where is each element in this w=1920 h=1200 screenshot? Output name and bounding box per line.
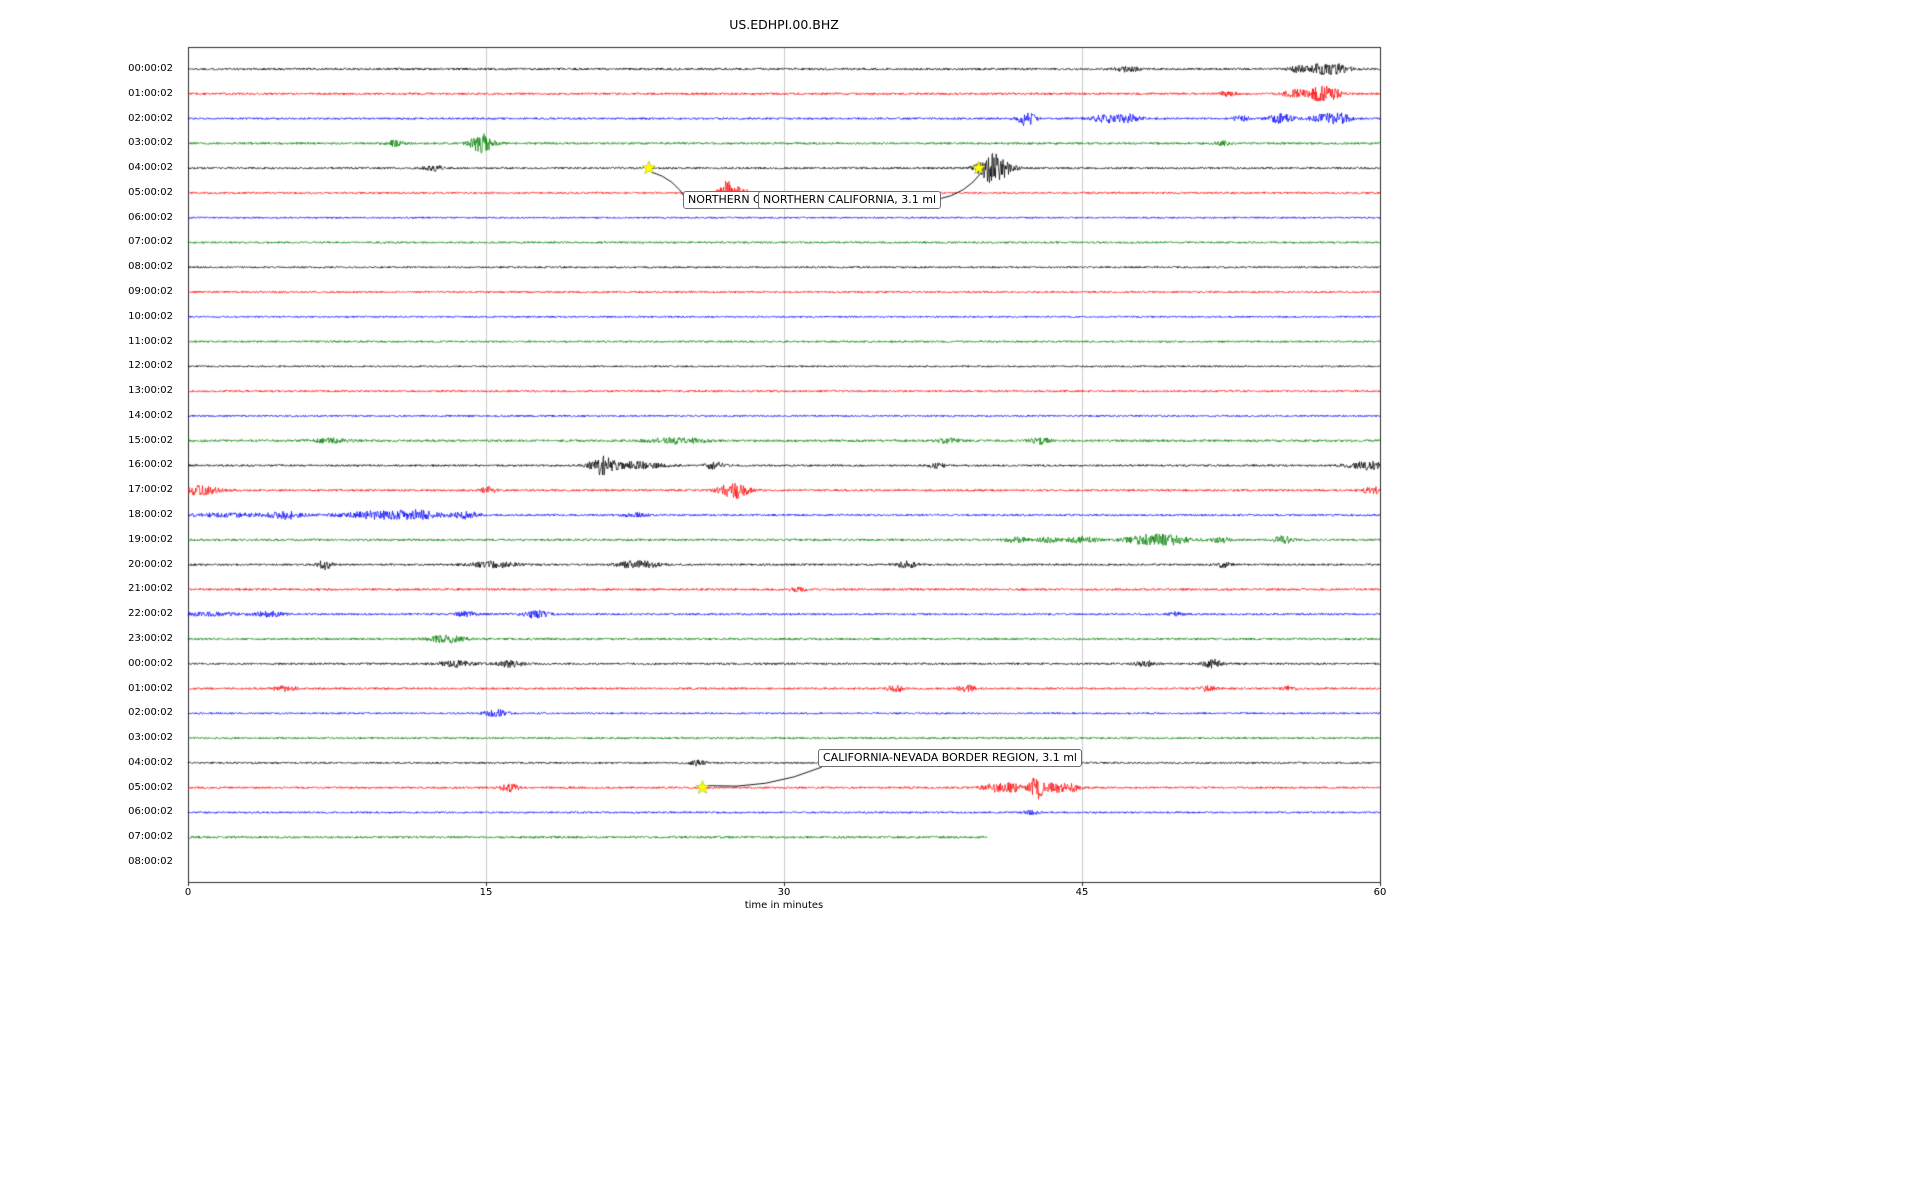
row-label: 17:00:02	[128, 484, 173, 496]
row-label: 13:00:02	[128, 385, 173, 397]
row-label: 05:00:02	[128, 186, 173, 198]
row-label: 06:00:02	[128, 211, 173, 223]
row-label: 02:00:02	[128, 112, 173, 124]
annotation-california-nevada: CALIFORNIA-NEVADA BORDER REGION, 3.1 ml	[818, 749, 1082, 767]
row-label: 08:00:02	[128, 855, 173, 867]
row-label: 07:00:02	[128, 236, 173, 248]
row-label: 04:00:02	[128, 162, 173, 174]
row-label: 21:00:02	[128, 583, 173, 595]
row-label: 23:00:02	[128, 632, 173, 644]
row-label: 10:00:02	[128, 310, 173, 322]
row-label: 06:00:02	[128, 806, 173, 818]
row-label: 07:00:02	[128, 831, 173, 843]
row-label: 16:00:02	[128, 459, 173, 471]
row-label: 20:00:02	[128, 558, 173, 570]
row-label: 04:00:02	[128, 756, 173, 768]
row-label: 18:00:02	[128, 509, 173, 521]
row-label: 09:00:02	[128, 286, 173, 298]
annotation-northern-california: NORTHERN CALIFORNIA, 3.1 ml	[758, 191, 941, 209]
page-title: US.EDHPI.00.BHZ	[729, 17, 839, 32]
row-label: 00:00:02	[128, 63, 173, 74]
row-label: 12:00:02	[128, 360, 173, 372]
row-label: 19:00:02	[128, 533, 173, 545]
x-tick-label: 60	[1373, 887, 1387, 898]
x-tick-label: 45	[1075, 887, 1089, 898]
x-tick-label: 15	[479, 887, 493, 898]
row-label: 15:00:02	[128, 434, 173, 446]
row-label: 03:00:02	[128, 137, 173, 149]
row-label: 14:00:02	[128, 409, 173, 421]
row-label: 05:00:02	[128, 781, 173, 793]
row-label: 01:00:02	[128, 87, 173, 99]
x-tick-label: 30	[777, 887, 791, 898]
row-label: 02:00:02	[128, 707, 173, 719]
x-tick-label: 0	[184, 887, 192, 898]
row-label: 00:00:02	[128, 657, 173, 669]
row-label: 01:00:02	[128, 682, 173, 694]
row-label: 08:00:02	[128, 261, 173, 273]
row-label: 11:00:02	[128, 335, 173, 347]
x-axis-title: time in minutes	[744, 900, 824, 911]
row-label: 03:00:02	[128, 732, 173, 744]
row-label: 22:00:02	[128, 608, 173, 620]
